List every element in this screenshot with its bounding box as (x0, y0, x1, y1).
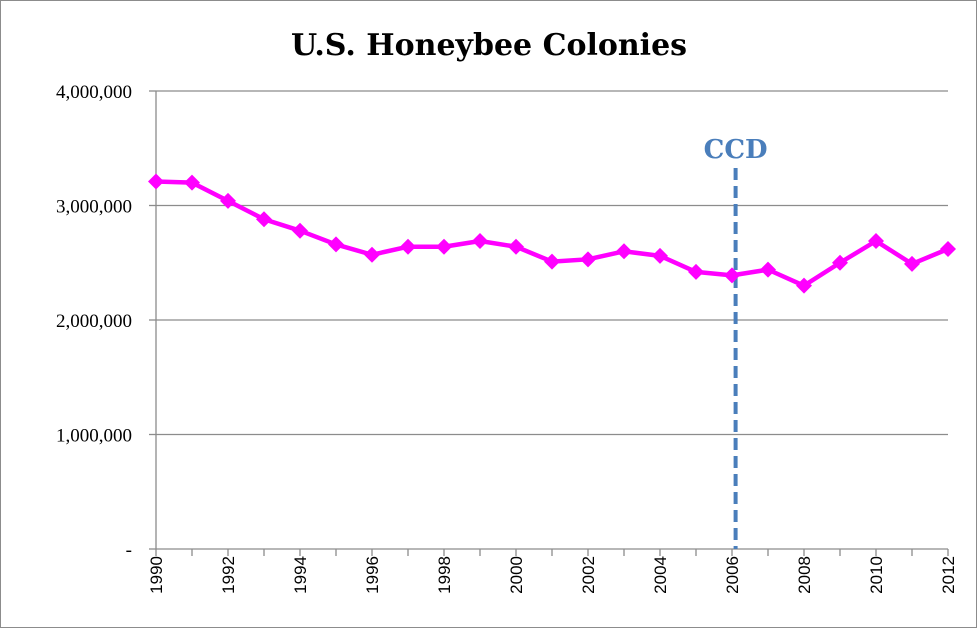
gridlines (156, 90, 948, 436)
x-tick-label: 1992 (219, 556, 238, 594)
data-point-marker (436, 238, 452, 255)
data-point-marker (220, 192, 236, 209)
ccd-label: CCD (704, 135, 768, 165)
chart-title: U.S. Honeybee Colonies (291, 28, 687, 63)
data-point-marker (724, 267, 740, 284)
data-point-marker (796, 277, 812, 294)
y-tick-label: 2,000,000 (56, 311, 132, 332)
y-tick-label: - (126, 540, 132, 561)
data-point-marker (292, 222, 308, 239)
y-tick-label: 4,000,000 (56, 82, 132, 103)
x-tick-label: 2010 (867, 556, 886, 594)
data-point-marker (832, 254, 848, 271)
x-tick-label: 2000 (507, 556, 526, 594)
data-point-marker (688, 263, 704, 280)
x-tick-label: 2008 (795, 556, 814, 594)
data-point-marker (580, 251, 596, 268)
x-tick-label: 2004 (651, 556, 670, 594)
x-tick-label: 2006 (723, 556, 742, 594)
x-tick-labels: 1990 1992 1994 1996 1998 2000 2002 2004 2006 2008… (147, 556, 958, 594)
data-point-marker (652, 247, 668, 264)
series (148, 173, 956, 294)
axes (149, 90, 949, 556)
data-point-marker (544, 253, 560, 270)
x-tick-label: 1994 (291, 556, 310, 594)
y-tick-label: 3,000,000 (56, 197, 132, 218)
data-point-marker (328, 236, 344, 253)
x-tick-label: 1990 (147, 556, 166, 594)
y-tick-label: 1,000,000 (56, 426, 132, 447)
data-point-marker (148, 173, 164, 190)
series-line (155, 179, 949, 288)
x-tick-label: 2012 (939, 556, 958, 594)
data-point-marker (256, 211, 272, 228)
data-point-marker (364, 246, 380, 263)
data-point-marker (616, 243, 632, 260)
data-point-marker (904, 255, 920, 272)
data-point-marker (184, 174, 200, 191)
data-point-marker (400, 238, 416, 255)
x-tick-label: 1996 (363, 556, 382, 594)
x-tick-label: 2002 (579, 556, 598, 594)
data-point-marker (508, 238, 524, 255)
data-point-marker (940, 241, 956, 258)
annotations: CCD (704, 135, 768, 549)
data-point-marker (472, 232, 488, 249)
data-point-marker (868, 232, 884, 249)
y-tick-labels: - 1,000,000 2,000,000 3,000,000 4,000,000 (56, 82, 132, 561)
data-point-marker (760, 261, 776, 278)
x-tick-label: 1998 (435, 556, 454, 594)
